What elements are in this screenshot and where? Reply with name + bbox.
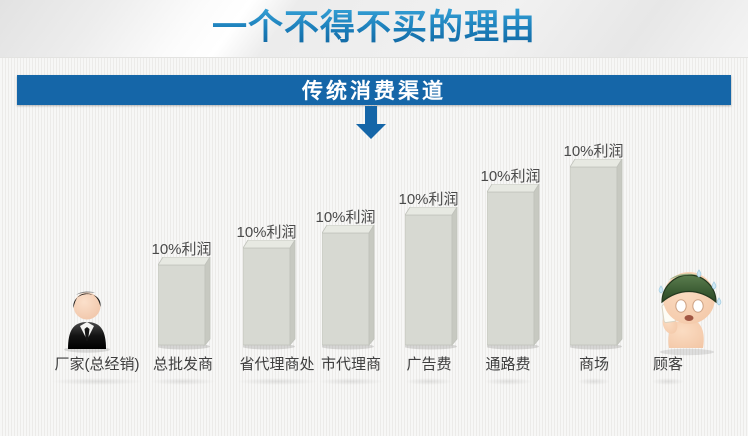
category-label: 商场	[578, 356, 610, 373]
channel-banner-label: 传统消费渠道	[302, 80, 446, 103]
category-label: 市代理商	[320, 356, 382, 373]
category-label: 总批发商	[152, 356, 214, 373]
bar-profit-label: 10%利润	[315, 209, 376, 226]
profit-bar-6	[570, 159, 623, 350]
bar-profit-label: 10%利润	[480, 168, 541, 185]
profit-bar-3	[322, 225, 375, 350]
page-header: 一个不得不买的理由	[0, 0, 748, 58]
category-label: 广告费	[406, 356, 452, 373]
profit-bar-1	[158, 257, 211, 350]
profit-bar-5	[487, 184, 540, 350]
profit-bar-4	[405, 207, 458, 350]
category-label: 通路费	[485, 356, 531, 373]
bar-profit-label: 10%利润	[398, 191, 459, 208]
category-label: 省代理商处	[239, 356, 315, 373]
bar-profit-label: 10%利润	[236, 224, 297, 241]
customer-cartoon-icon	[658, 269, 722, 356]
down-arrow-icon	[365, 106, 377, 124]
page-title: 一个不得不买的理由	[0, 4, 748, 52]
category-label: 顾客	[652, 356, 684, 373]
businessman-icon	[64, 291, 110, 353]
down-arrow-head-icon	[356, 124, 386, 139]
profit-bar-2	[243, 240, 296, 350]
bar-profit-label: 10%利润	[563, 143, 624, 160]
bar-profit-label: 10%利润	[151, 241, 212, 258]
category-label: 厂家(总经销)	[54, 356, 140, 373]
channel-banner: 传统消费渠道	[17, 75, 731, 105]
